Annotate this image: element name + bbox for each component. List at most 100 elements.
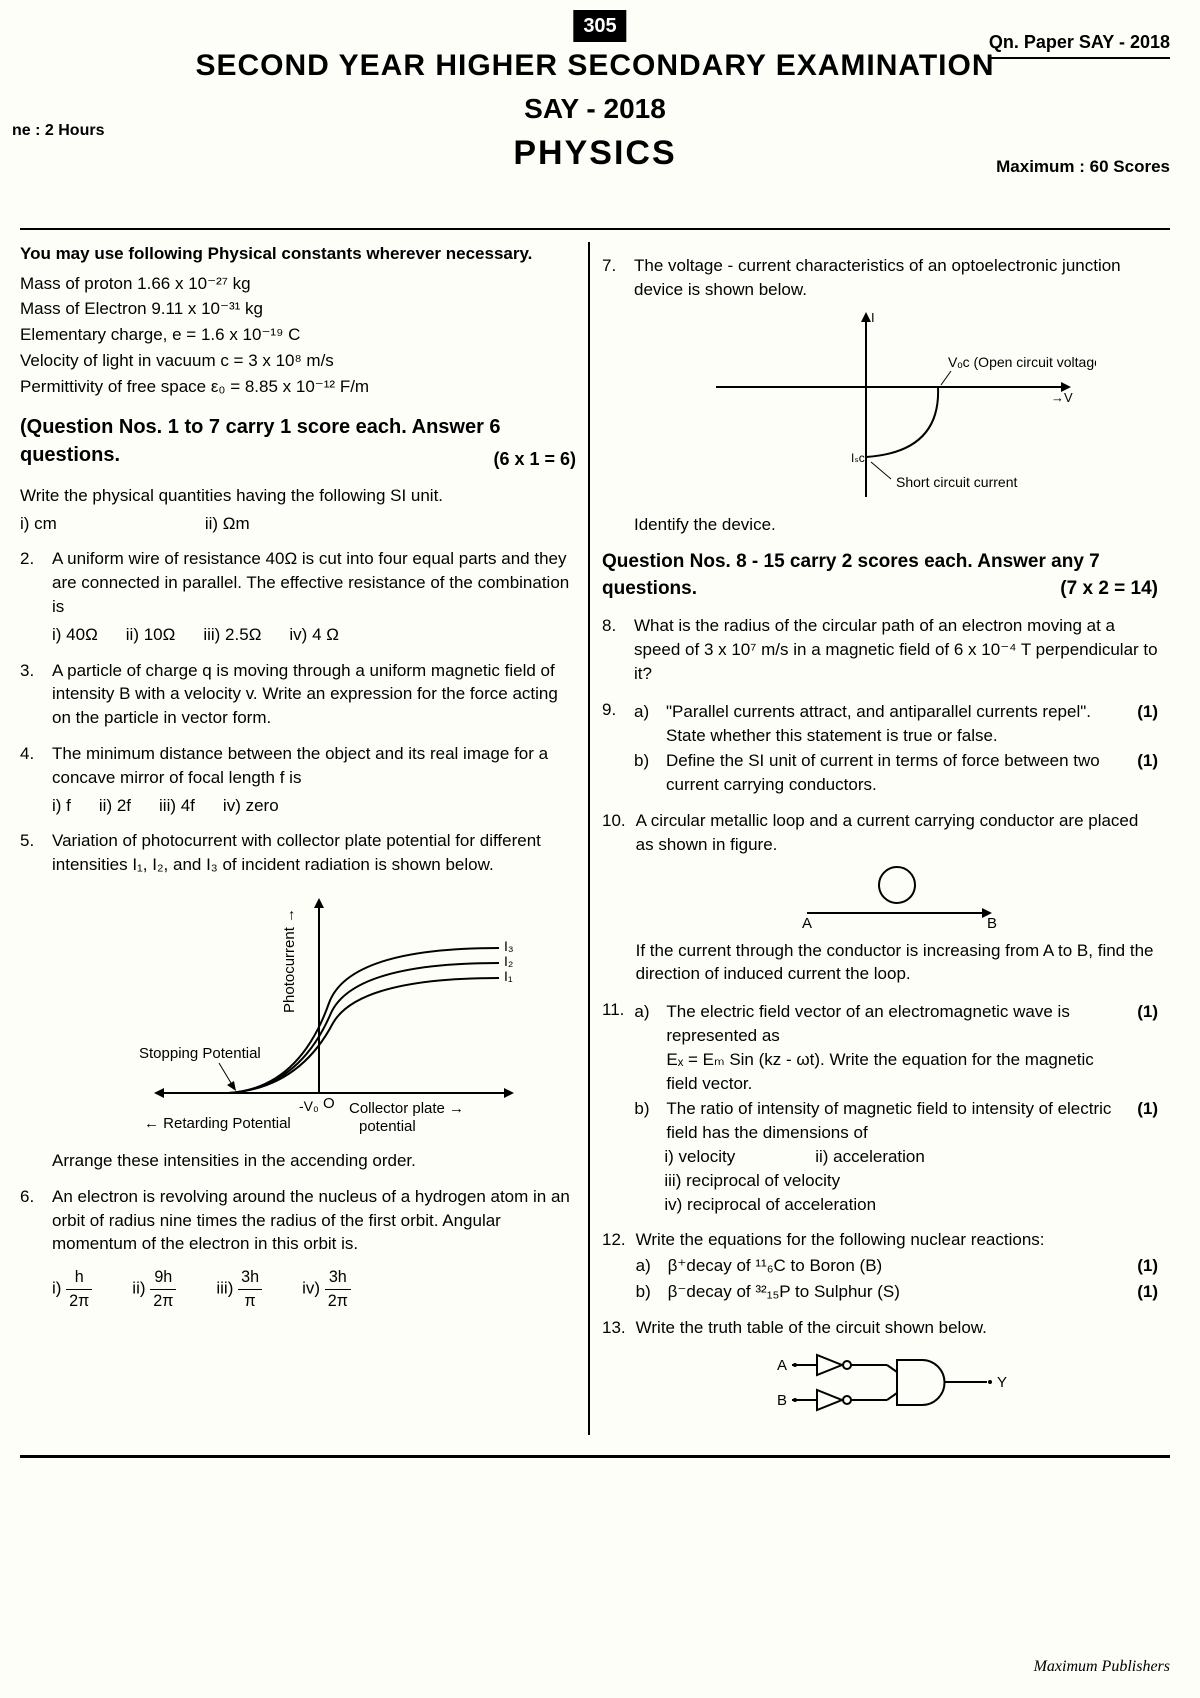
q11b-text: The ratio of intensity of magnetic field… <box>666 1097 1121 1145</box>
q5-number: 5. <box>20 829 42 1172</box>
q4-opt-ii: ii) 2f <box>99 794 131 818</box>
q6-opt-iii: iii) 3hπ <box>216 1266 262 1312</box>
v0-label: -V₀ <box>299 1098 319 1114</box>
q1-text: Write the physical quantities having the… <box>20 484 576 508</box>
q6-text: An electron is revolving around the nucl… <box>52 1185 576 1256</box>
question-7: 7. The voltage - current characteristics… <box>602 254 1158 537</box>
q12-number: 12. <box>602 1228 626 1303</box>
svg-text:potential: potential <box>359 1118 416 1135</box>
q2-options: i) 40Ω ii) 10Ω iii) 2.5Ω iv) 4 Ω <box>52 623 576 647</box>
q9-number: 9. <box>602 698 624 797</box>
q10-number: 10. <box>602 809 626 986</box>
q11b-opt-ii: ii) acceleration <box>815 1145 925 1169</box>
gate-B-label: B <box>777 1392 787 1409</box>
q10-text: A circular metallic loop and a current c… <box>636 809 1158 857</box>
logic-circuit-diagram: A B <box>737 1345 1057 1425</box>
q7-text: The voltage - current characteristics of… <box>634 254 1158 302</box>
q2-text: A uniform wire of resistance 40Ω is cut … <box>52 547 576 618</box>
q8-text: What is the radius of the circular path … <box>634 614 1158 685</box>
q6-options: i) h2π ii) 9h2π iii) 3hπ iv) 3h2π <box>52 1266 576 1312</box>
right-column: 7. The voltage - current characteristics… <box>590 242 1170 1436</box>
q11b-opt-iii: iii) reciprocal of velocity <box>664 1169 1158 1193</box>
question-5: 5. Variation of photocurrent with collec… <box>20 829 576 1172</box>
q4-opt-i: i) f <box>52 794 71 818</box>
q2-number: 2. <box>20 547 42 646</box>
q8-number: 8. <box>602 614 624 685</box>
bottom-divider <box>20 1455 1170 1458</box>
q12a-mark: (1) <box>1137 1254 1158 1278</box>
q9b-mark: (1) <box>1137 749 1158 797</box>
q4-options: i) f ii) 2f iii) 4f iv) zero <box>52 794 576 818</box>
q2-opt-ii: ii) 10Ω <box>126 623 176 647</box>
q7-identify: Identify the device. <box>634 513 1158 537</box>
question-9: 9. a)"Parallel currents attract, and ant… <box>602 698 1158 797</box>
q2-opt-iii: iii) 2.5Ω <box>203 623 261 647</box>
question-11: 11. a)The electric field vector of an el… <box>602 998 1158 1216</box>
stopping-label: Stopping Potential <box>139 1045 261 1062</box>
q2-opt-iv: iv) 4 Ω <box>289 623 339 647</box>
exam-page: 305 Qn. Paper SAY - 2018 SECOND YEAR HIG… <box>0 0 1200 1698</box>
q11b-opt-iv: iv) reciprocal of acceleration <box>664 1193 1158 1217</box>
question-2: 2. A uniform wire of resistance 40Ω is c… <box>20 547 576 646</box>
q9b-text: Define the SI unit of current in terms o… <box>666 749 1121 797</box>
gate-A-label: A <box>777 1357 787 1374</box>
constants-header: You may use following Physical constants… <box>20 242 576 266</box>
question-6: 6. An electron is revolving around the n… <box>20 1185 576 1313</box>
constant-charge: Elementary charge, e = 1.6 x 10⁻¹⁹ C <box>20 323 576 347</box>
q6-opt-iv: iv) 3h2π <box>302 1266 351 1312</box>
question-4: 4. The minimum distance between the obje… <box>20 742 576 817</box>
question-3: 3. A particle of charge q is moving thro… <box>20 659 576 730</box>
collector-label: Collector plate → <box>349 1100 464 1117</box>
max-scores: Maximum : 60 Scores <box>996 155 1170 179</box>
gate-Y-label: Y <box>997 1374 1007 1391</box>
retarding-label: ← Retarding Potential <box>144 1115 291 1132</box>
q3-number: 3. <box>20 659 42 730</box>
q11a-text: The electric field vector of an electrom… <box>666 1000 1121 1095</box>
question-12: 12. Write the equations for the followin… <box>602 1228 1158 1303</box>
q9a-text: "Parallel currents attract, and antipara… <box>666 700 1121 748</box>
q4-opt-iv: iv) zero <box>223 794 279 818</box>
photocurrent-graph: I₃ I₂ I₁ Photocurrent → Stopping Potenti… <box>99 883 529 1143</box>
iv-characteristic-graph: I →V Vₒc (Open circuit voltage) Iₛc Shor… <box>696 307 1096 507</box>
question-1: Write the physical quantities having the… <box>20 484 576 536</box>
q13-number: 13. <box>602 1316 626 1432</box>
q12a-text: β⁺decay of ¹¹₆C to Boron (B) <box>668 1254 1122 1278</box>
isc-label: Short circuit current <box>896 474 1017 490</box>
page-number-badge: 305 <box>573 10 626 42</box>
q4-opt-iii: iii) 4f <box>159 794 195 818</box>
curve-i3-label: I₃ <box>504 938 514 954</box>
q3-text: A particle of charge q is moving through… <box>52 659 576 730</box>
q1-opt-ii: ii) Ωm <box>205 512 250 536</box>
q12-text: Write the equations for the following nu… <box>636 1228 1158 1252</box>
constant-electron: Mass of Electron 9.11 x 10⁻³¹ kg <box>20 297 576 321</box>
label-B: B <box>987 915 997 932</box>
q1-options: i) cm ii) Ωm <box>20 512 576 536</box>
label-A: A <box>802 915 812 932</box>
i-axis-label: I <box>871 310 875 325</box>
q11a-mark: (1) <box>1137 1000 1158 1095</box>
q12b-text: β⁻decay of ³²₁₅P to Sulphur (S) <box>668 1280 1122 1304</box>
isc-lbl: Iₛc <box>851 451 865 465</box>
question-10: 10. A circular metallic loop and a curre… <box>602 809 1158 986</box>
curve-i1-label: I₁ <box>504 968 513 984</box>
constant-eps0: Permittivity of free space ε₀ = 8.85 x 1… <box>20 375 576 399</box>
two-column-body: You may use following Physical constants… <box>20 242 1170 1436</box>
q4-text: The minimum distance between the object … <box>52 742 576 790</box>
q6-number: 6. <box>20 1185 42 1313</box>
time-label: ne : 2 Hours <box>12 120 104 142</box>
question-13: 13. Write the truth table of the circuit… <box>602 1316 1158 1432</box>
loop-conductor-diagram: A B <box>767 863 1027 933</box>
section8-meta: (7 x 2 = 14) <box>1060 576 1158 603</box>
publisher-footer: Maximum Publishers <box>1034 1656 1170 1678</box>
q11b-options: i) velocity ii) acceleration iii) recipr… <box>634 1145 1158 1216</box>
q13-text: Write the truth table of the circuit sho… <box>636 1316 1158 1340</box>
q5-after: Arrange these intensities in the accendi… <box>52 1149 576 1173</box>
constants-list: Mass of proton 1.66 x 10⁻²⁷ kg Mass of E… <box>20 272 576 399</box>
q11-number: 11. <box>602 998 624 1216</box>
q2-opt-i: i) 40Ω <box>52 623 98 647</box>
q1-opt-i: i) cm <box>20 512 57 536</box>
constant-c: Velocity of light in vacuum c = 3 x 10⁸ … <box>20 349 576 373</box>
q11b-mark: (1) <box>1137 1097 1158 1145</box>
voc-label: Vₒc (Open circuit voltage) <box>948 354 1096 370</box>
curve-i2-label: I₂ <box>504 953 513 969</box>
